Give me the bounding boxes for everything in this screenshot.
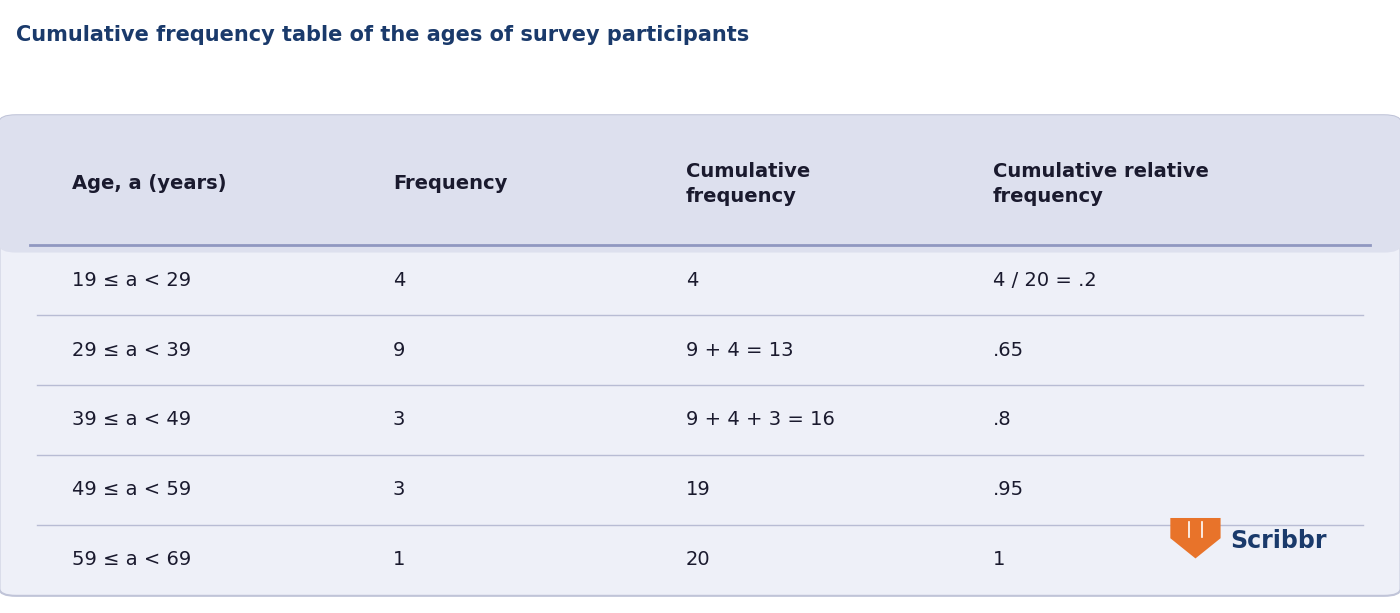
Text: Scribbr: Scribbr bbox=[1231, 528, 1327, 553]
FancyBboxPatch shape bbox=[0, 115, 1400, 596]
Text: Cumulative frequency table of the ages of survey participants: Cumulative frequency table of the ages o… bbox=[17, 25, 749, 45]
Text: 4: 4 bbox=[686, 271, 699, 289]
Text: 39 ≤ a < 49: 39 ≤ a < 49 bbox=[71, 411, 190, 429]
Text: 4 / 20 = .2: 4 / 20 = .2 bbox=[993, 271, 1096, 289]
Text: 3: 3 bbox=[393, 411, 406, 429]
Text: 49 ≤ a < 59: 49 ≤ a < 59 bbox=[71, 481, 192, 499]
Polygon shape bbox=[1170, 518, 1221, 558]
Text: 9 + 4 = 13: 9 + 4 = 13 bbox=[686, 341, 794, 359]
Text: 59 ≤ a < 69: 59 ≤ a < 69 bbox=[71, 550, 192, 569]
Text: 29 ≤ a < 39: 29 ≤ a < 39 bbox=[71, 341, 190, 359]
Text: Cumulative
frequency: Cumulative frequency bbox=[686, 162, 811, 206]
Text: 20: 20 bbox=[686, 550, 711, 569]
Text: 9 + 4 + 3 = 16: 9 + 4 + 3 = 16 bbox=[686, 411, 834, 429]
Text: Frequency: Frequency bbox=[393, 175, 507, 193]
Text: Age, a (years): Age, a (years) bbox=[71, 175, 227, 193]
Text: 19: 19 bbox=[686, 481, 711, 499]
Text: 9: 9 bbox=[393, 341, 406, 359]
Text: 1: 1 bbox=[993, 550, 1005, 569]
FancyBboxPatch shape bbox=[17, 202, 1383, 245]
Text: .8: .8 bbox=[993, 411, 1012, 429]
Text: 1: 1 bbox=[393, 550, 406, 569]
Text: 19 ≤ a < 29: 19 ≤ a < 29 bbox=[71, 271, 190, 289]
Text: 4: 4 bbox=[393, 271, 406, 289]
Text: .95: .95 bbox=[993, 481, 1025, 499]
FancyBboxPatch shape bbox=[0, 115, 1400, 253]
Text: 3: 3 bbox=[393, 481, 406, 499]
Text: .65: .65 bbox=[993, 341, 1025, 359]
Text: Cumulative relative
frequency: Cumulative relative frequency bbox=[993, 162, 1210, 206]
